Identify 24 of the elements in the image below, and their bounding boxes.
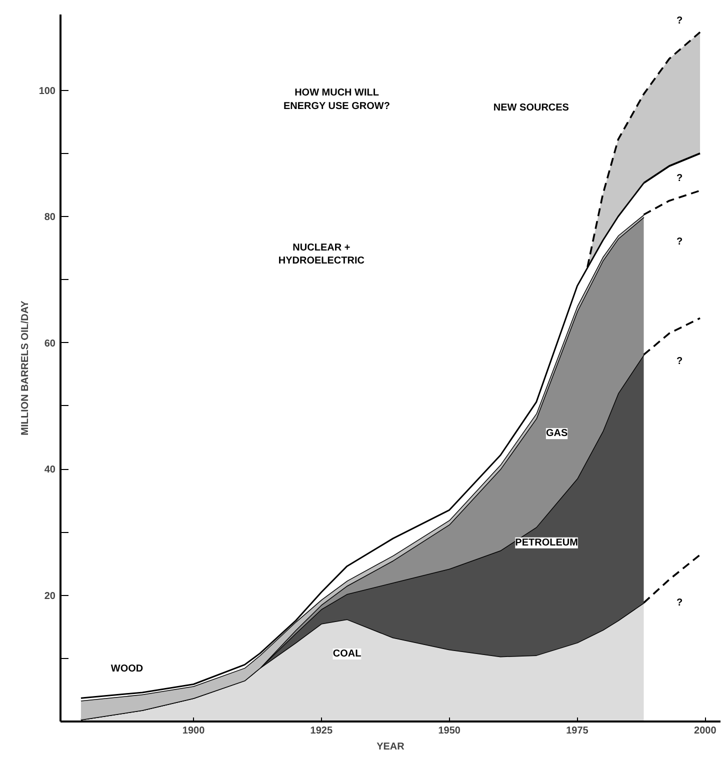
y-tick-label: 80 xyxy=(44,212,56,223)
annotation: ? xyxy=(676,173,683,184)
x-tick-label: 2000 xyxy=(694,726,717,736)
x-tick-label: 1950 xyxy=(438,726,461,736)
annotation: NEW SOURCES xyxy=(493,102,570,114)
annotation: NUCLEAR + HYDROELECTRIC xyxy=(278,242,364,266)
y-axis-title: MILLION BARRELS OIL/DAY xyxy=(20,300,31,436)
x-axis-title: YEAR xyxy=(376,742,406,752)
annotation: ? xyxy=(676,15,683,26)
annotation: WOOD xyxy=(110,664,144,675)
annotation: ? xyxy=(676,597,683,608)
annotation: GAS xyxy=(546,428,568,440)
annotation: ? xyxy=(676,356,683,368)
y-tick-label: 20 xyxy=(44,590,56,602)
annotation: HOW MUCH WILL ENERGY USE GROW? xyxy=(283,88,390,112)
annotation: PETROLEUM xyxy=(515,537,578,548)
y-tick-label: 40 xyxy=(44,464,56,476)
x-tick-label: 1975 xyxy=(566,726,589,736)
y-tick-label: 60 xyxy=(44,338,56,350)
x-tick-label: 1925 xyxy=(310,726,333,736)
annotation: ? xyxy=(676,236,683,248)
annotation: COAL xyxy=(332,648,362,660)
y-tick-label: 100 xyxy=(38,86,56,97)
x-tick-label: 1900 xyxy=(182,726,206,736)
